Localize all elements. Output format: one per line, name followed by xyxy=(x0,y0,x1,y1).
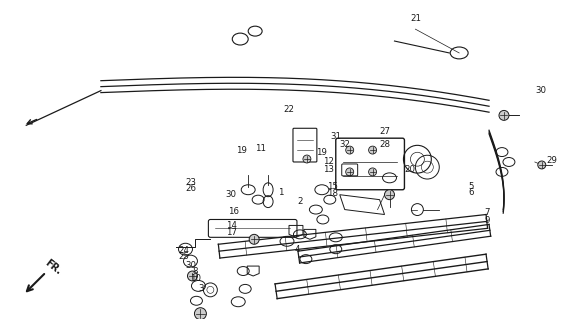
Circle shape xyxy=(188,271,197,281)
Text: 26: 26 xyxy=(185,184,196,193)
Text: 22: 22 xyxy=(283,105,294,114)
Text: 28: 28 xyxy=(380,140,391,149)
Text: 19: 19 xyxy=(236,146,247,155)
Text: 7: 7 xyxy=(485,208,490,217)
Circle shape xyxy=(194,308,207,320)
Text: 11: 11 xyxy=(255,144,266,153)
Text: 30: 30 xyxy=(226,190,237,199)
Text: 32: 32 xyxy=(339,140,350,149)
Circle shape xyxy=(499,110,509,120)
Text: FR.: FR. xyxy=(43,258,63,276)
Text: 19: 19 xyxy=(316,148,327,156)
Circle shape xyxy=(369,146,377,154)
Text: 27: 27 xyxy=(380,127,391,136)
Text: 5: 5 xyxy=(469,181,474,190)
Text: 13: 13 xyxy=(323,165,334,174)
Text: 2: 2 xyxy=(297,197,303,206)
Circle shape xyxy=(346,146,354,154)
Text: 23: 23 xyxy=(185,178,196,187)
Text: 31: 31 xyxy=(330,132,341,141)
Text: 16: 16 xyxy=(228,207,239,216)
Text: 30: 30 xyxy=(535,86,546,95)
Text: 14: 14 xyxy=(226,220,237,229)
Text: 24: 24 xyxy=(178,246,189,255)
Circle shape xyxy=(369,168,377,176)
Text: 4: 4 xyxy=(295,245,301,254)
Text: 12: 12 xyxy=(323,157,334,166)
Circle shape xyxy=(303,155,311,163)
Text: 30: 30 xyxy=(185,261,196,270)
Text: 9: 9 xyxy=(485,216,490,225)
Text: 8: 8 xyxy=(193,267,198,276)
Text: 10: 10 xyxy=(190,274,201,283)
Text: 17: 17 xyxy=(226,228,237,237)
Circle shape xyxy=(538,161,546,169)
Circle shape xyxy=(346,168,354,176)
Text: 25: 25 xyxy=(178,252,189,261)
Text: 20: 20 xyxy=(404,165,416,174)
Text: 6: 6 xyxy=(469,188,474,197)
Circle shape xyxy=(384,190,395,200)
Text: 15: 15 xyxy=(327,182,338,191)
Text: 18: 18 xyxy=(327,189,338,198)
Circle shape xyxy=(249,234,259,244)
Text: 1: 1 xyxy=(278,188,283,197)
Text: 29: 29 xyxy=(546,156,557,165)
Text: 3: 3 xyxy=(198,284,204,293)
Text: 21: 21 xyxy=(410,14,421,23)
